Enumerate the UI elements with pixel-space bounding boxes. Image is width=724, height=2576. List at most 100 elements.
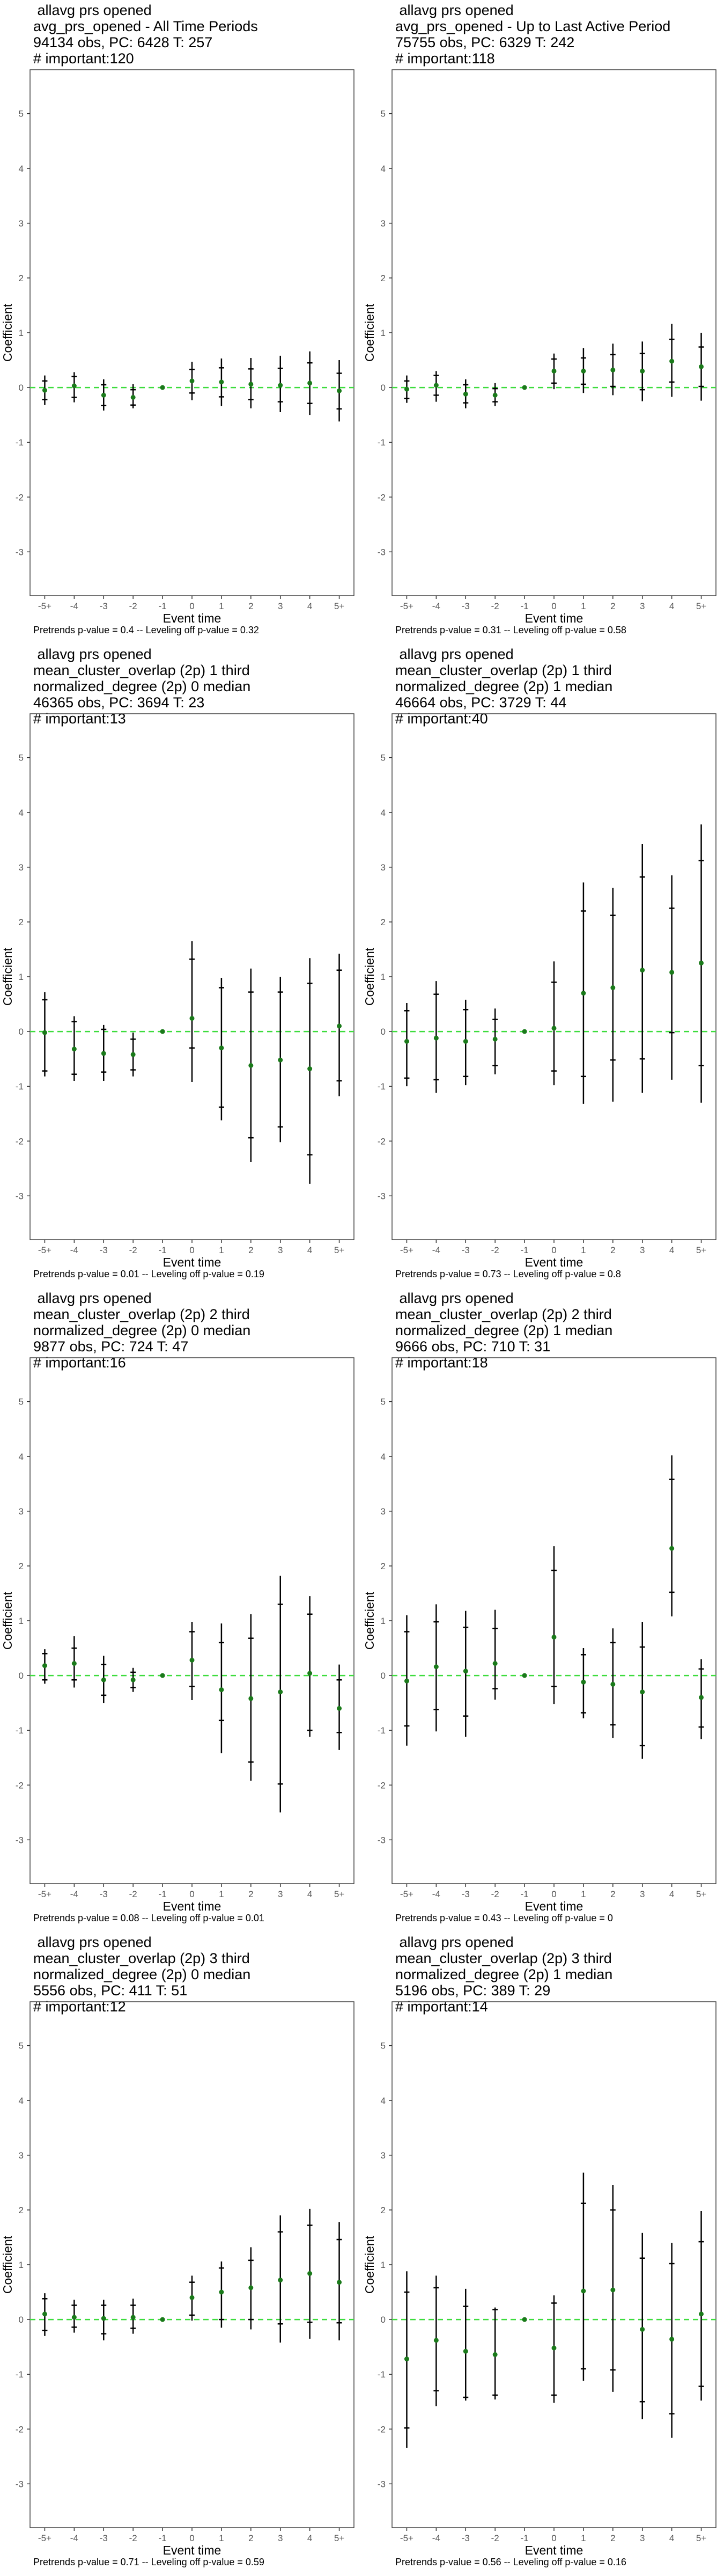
y-tick-label: -1	[16, 437, 24, 448]
header-line: # important:14	[395, 1999, 488, 2015]
x-tick-label: 2	[610, 1889, 615, 1899]
coefficient-point	[404, 386, 409, 392]
y-tick-label: -1	[378, 437, 386, 448]
y-tick-label: -2	[16, 492, 24, 502]
y-tick-label: 1	[19, 2260, 24, 2270]
y-tick-label: -3	[16, 1191, 24, 1201]
chart-panel: allavg prs opened mean_cluster_overlap (2…	[362, 1288, 724, 1932]
x-tick-label: 0	[551, 1245, 556, 1255]
header-line: # important:40	[395, 711, 488, 727]
x-axis-title: Event time	[163, 1255, 221, 1269]
coefficient-point	[160, 1673, 165, 1678]
x-tick-label: 5+	[334, 1245, 344, 1255]
y-tick-label: -1	[378, 1725, 386, 1736]
x-tick-label: 3	[278, 1889, 283, 1899]
x-tick-label: 4	[669, 1889, 674, 1899]
chart-panel: allavg prs opened mean_cluster_overlap (2…	[0, 644, 362, 1288]
y-tick-label: 5	[381, 753, 386, 763]
coefficient-plot: -3 -2 -1 0 1 2 3 4 5 -5+ -4 -3 -2 -1 0 1 2 3 4 5+ Event time…	[1, 69, 354, 625]
y-tick-label: 5	[381, 109, 386, 119]
coefficient-point	[522, 1673, 527, 1678]
coefficient-point	[278, 1057, 283, 1063]
pvalue-footnote: Pretrends p-value = 0.4 -- Leveling off …	[33, 625, 259, 635]
x-tick-label: 1	[219, 2533, 224, 2543]
coefficient-point	[130, 1052, 136, 1057]
coefficient-point	[278, 1689, 283, 1695]
x-axis-title: Event time	[525, 611, 583, 625]
header-line: 46664 obs, PC: 3729 T: 44	[395, 694, 567, 711]
coefficient-point	[669, 1546, 675, 1551]
y-tick-label: -3	[16, 547, 24, 557]
coefficient-point	[433, 383, 439, 388]
coefficient-point	[130, 394, 136, 400]
coefficient-point	[307, 2271, 313, 2276]
plot-frame	[29, 1357, 354, 1884]
x-tick-label: 0	[551, 1889, 556, 1899]
coefficient-point	[640, 1689, 645, 1695]
y-tick-label: 1	[381, 2260, 386, 2270]
x-tick-label: -3	[100, 601, 108, 611]
coefficient-point	[404, 1678, 409, 1684]
header-line: 9666 obs, PC: 710 T: 31	[395, 1338, 551, 1355]
coefficient-point	[130, 1677, 136, 1682]
header-line: # important:12	[33, 1999, 126, 2015]
x-tick-label: 0	[189, 601, 194, 611]
y-tick-label: 0	[381, 1671, 386, 1681]
coefficient-point	[71, 1046, 77, 1052]
y-tick-label: -3	[16, 2479, 24, 2489]
coefficient-point	[581, 991, 586, 996]
coefficient-point	[522, 2317, 527, 2322]
y-tick-label: 2	[381, 273, 386, 283]
coefficient-point	[433, 1035, 439, 1041]
plot-frame	[29, 2001, 354, 2528]
pvalue-footnote: Pretrends p-value = 0.31 -- Leveling off…	[395, 625, 626, 635]
y-tick-label: 3	[381, 218, 386, 229]
x-tick-label: -1	[521, 2533, 529, 2543]
header-line: allavg prs opened	[395, 2, 514, 18]
y-tick-label: 3	[381, 862, 386, 873]
x-tick-label: 4	[307, 2533, 312, 2543]
y-tick-label: -1	[16, 2369, 24, 2380]
coefficient-point	[219, 1687, 224, 1693]
x-tick-label: -5+	[38, 2533, 51, 2543]
coefficient-plot: -3 -2 -1 0 1 2 3 4 5 -5+ -4 -3 -2 -1 0 1 2 3 4 5+ Event time…	[363, 713, 716, 1269]
coefficient-point	[463, 1038, 468, 1044]
coefficient-point	[160, 1029, 165, 1034]
header-line: # important:118	[395, 50, 495, 67]
y-tick-label: 4	[19, 2096, 24, 2106]
header-line: 9877 obs, PC: 724 T: 47	[33, 1338, 189, 1355]
x-axis-title: Event time	[525, 2543, 583, 2557]
x-tick-label: -2	[129, 2533, 137, 2543]
x-tick-label: 1	[581, 601, 586, 611]
y-axis-title: Coefficient	[363, 303, 376, 362]
coefficient-point	[610, 985, 616, 990]
header-line: allavg prs opened	[33, 1934, 152, 1950]
x-tick-label: 2	[248, 1889, 253, 1899]
x-tick-label: -2	[491, 1889, 499, 1899]
y-tick-label: -1	[16, 1081, 24, 1092]
x-tick-label: -1	[521, 1245, 529, 1255]
x-axis-title: Event time	[163, 611, 221, 625]
coefficient-point	[337, 2280, 342, 2285]
x-tick-label: 4	[669, 1245, 674, 1255]
x-tick-label: -5+	[38, 1889, 51, 1899]
x-tick-label: -4	[70, 1889, 78, 1899]
header-line: allavg prs opened	[395, 1934, 514, 1950]
coefficient-point	[669, 2337, 675, 2342]
x-tick-label: -2	[129, 1889, 137, 1899]
coefficient-point	[42, 1663, 47, 1668]
y-tick-label: 1	[19, 1616, 24, 1626]
y-tick-label: 2	[19, 1561, 24, 1571]
y-tick-label: 1	[19, 972, 24, 982]
y-axis-title: Coefficient	[1, 1591, 14, 1650]
y-tick-label: 4	[381, 164, 386, 174]
coefficient-point	[581, 1679, 586, 1685]
y-tick-label: 0	[19, 1027, 24, 1037]
coefficient-plot: -3 -2 -1 0 1 2 3 4 5 -5+ -4 -3 -2 -1 0 1 2 3 4 5+ Event time…	[1, 1357, 354, 1913]
x-tick-label: 0	[551, 601, 556, 611]
y-tick-label: 5	[381, 2041, 386, 2051]
coefficient-point	[42, 387, 47, 393]
coefficient-point	[433, 1664, 439, 1670]
y-axis-title: Coefficient	[1, 947, 14, 1006]
y-tick-label: 3	[19, 2150, 24, 2161]
